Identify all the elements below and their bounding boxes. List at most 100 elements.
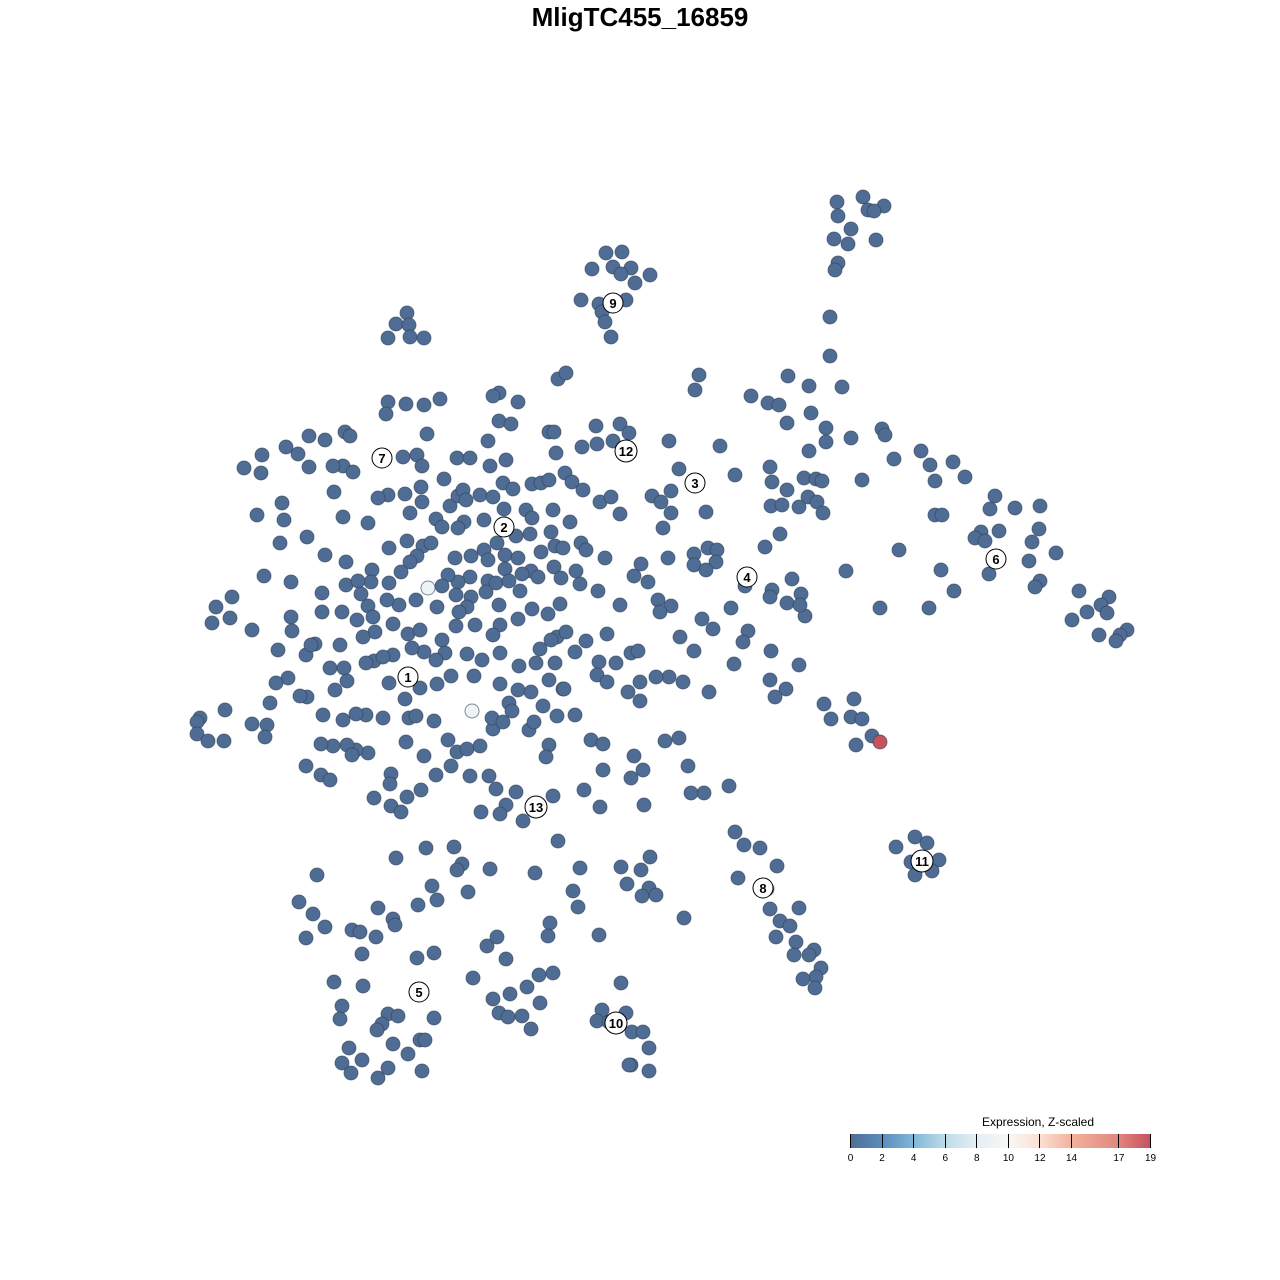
data-point — [769, 858, 785, 874]
data-point — [412, 680, 428, 696]
data-point — [404, 640, 420, 656]
expressed-data-point — [872, 734, 888, 750]
legend-tick-label: 17 — [1113, 1153, 1125, 1164]
data-point — [413, 782, 429, 798]
data-point — [462, 450, 478, 466]
cluster-label: 8 — [752, 877, 774, 899]
data-point — [771, 397, 787, 413]
data-point — [933, 562, 949, 578]
data-point — [838, 563, 854, 579]
legend-tick — [944, 1134, 946, 1148]
legend-tick-label: 19 — [1144, 1153, 1157, 1164]
data-point — [648, 887, 664, 903]
data-point — [921, 600, 937, 616]
data-point — [816, 696, 832, 712]
data-point — [633, 556, 649, 572]
legend-tick-label: 0 — [847, 1153, 854, 1164]
data-point — [558, 624, 574, 640]
data-point — [846, 691, 862, 707]
data-point — [626, 748, 642, 764]
data-point — [913, 443, 929, 459]
data-point — [762, 672, 778, 688]
data-point — [634, 888, 650, 904]
data-point — [510, 550, 526, 566]
data-point — [791, 499, 807, 515]
data-point — [814, 473, 830, 489]
data-point — [413, 479, 429, 495]
data-point — [270, 642, 286, 658]
data-point — [497, 547, 513, 563]
data-point — [208, 599, 224, 615]
data-point — [217, 702, 233, 718]
data-point — [462, 768, 478, 784]
data-point — [523, 684, 539, 700]
data-point — [574, 439, 590, 455]
data-point — [661, 669, 677, 685]
data-point — [613, 266, 629, 282]
data-point — [546, 424, 562, 440]
data-point — [934, 507, 950, 523]
data-point — [550, 833, 566, 849]
data-point — [636, 797, 652, 813]
data-point — [498, 951, 514, 967]
data-point — [564, 474, 580, 490]
data-point — [276, 512, 292, 528]
cluster-label: 1 — [397, 666, 419, 688]
data-point — [652, 604, 668, 620]
data-point — [510, 682, 526, 698]
data-point — [535, 698, 551, 714]
data-point — [822, 309, 838, 325]
data-point — [429, 676, 445, 692]
legend-tick — [850, 1134, 851, 1148]
data-point — [675, 674, 691, 690]
data-point — [815, 505, 831, 521]
data-point — [482, 861, 498, 877]
data-point — [660, 550, 676, 566]
data-point — [843, 430, 859, 446]
data-point — [449, 862, 465, 878]
data-point — [1048, 545, 1064, 561]
cluster-label-badge — [524, 795, 548, 819]
data-point — [474, 652, 490, 668]
data-point — [764, 474, 780, 490]
data-point — [541, 472, 557, 488]
data-point — [290, 446, 306, 462]
data-point — [478, 584, 494, 600]
data-point — [801, 378, 817, 394]
cluster-label: 11 — [910, 849, 934, 873]
data-point — [762, 901, 778, 917]
data-point — [370, 900, 386, 916]
data-point — [527, 865, 543, 881]
data-point — [327, 682, 343, 698]
data-point — [927, 473, 943, 489]
data-point — [515, 813, 531, 829]
cluster-label: 3 — [684, 472, 706, 494]
data-point — [568, 563, 584, 579]
cluster-label-text: 8 — [759, 881, 766, 896]
data-point — [626, 568, 642, 584]
data-point — [531, 967, 547, 983]
data-point — [385, 1036, 401, 1052]
data-point — [204, 615, 220, 631]
data-point — [224, 589, 240, 605]
data-point — [613, 975, 629, 991]
data-point — [339, 673, 355, 689]
data-point — [614, 244, 630, 260]
cluster-label: 5 — [408, 981, 430, 1003]
data-point — [451, 604, 467, 620]
data-point — [466, 668, 482, 684]
legend-tick — [913, 1134, 915, 1148]
data-point — [305, 906, 321, 922]
data-point — [727, 824, 743, 840]
data-point — [627, 275, 643, 291]
data-point — [426, 1010, 442, 1026]
data-point — [429, 599, 445, 615]
data-point — [326, 484, 342, 500]
expressed-data-point — [420, 580, 436, 596]
legend-colorbar — [850, 1134, 1150, 1148]
data-point — [782, 918, 798, 934]
data-point — [803, 405, 819, 421]
data-point — [428, 767, 444, 783]
data-point — [385, 616, 401, 632]
